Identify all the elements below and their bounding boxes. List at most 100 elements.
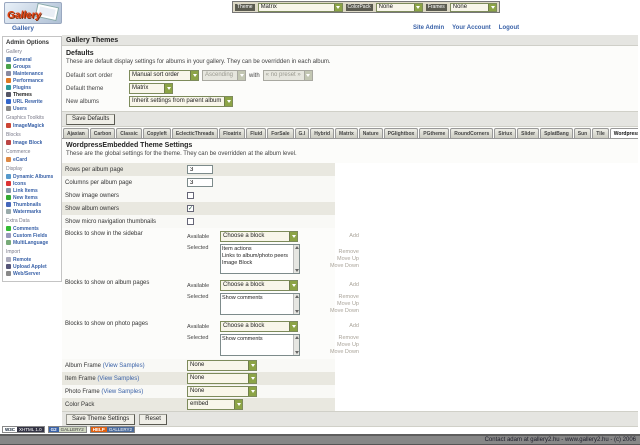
gallery-logo[interactable]: Gallery: [4, 2, 62, 24]
sidebar-item-ecard[interactable]: eCard: [6, 156, 59, 163]
tab-splatbang[interactable]: SplatBang: [540, 128, 573, 138]
dropdown-arrow-icon[interactable]: [164, 84, 172, 93]
album-frame-view-samples-link[interactable]: (View Samples): [102, 362, 145, 369]
tab-classic[interactable]: Classic: [116, 128, 142, 138]
dropdown-arrow-icon[interactable]: [289, 232, 297, 241]
dropdown-arrow-icon[interactable]: [248, 387, 256, 396]
move-up-action[interactable]: Move Up: [336, 300, 359, 307]
blocks-photo-available-select[interactable]: Choose a block: [220, 321, 298, 332]
tab-wordpressembedded[interactable]: WordpressEmbedded: [609, 128, 638, 138]
show-micro-navigation-checkbox[interactable]: [187, 218, 194, 225]
move-down-action[interactable]: Move Down: [329, 262, 359, 269]
your-account-link[interactable]: Your Account: [452, 25, 491, 31]
scroll-down-icon[interactable]: [294, 269, 299, 272]
list-item[interactable]: Image Block: [222, 260, 253, 266]
w3c-xhtml-badge[interactable]: W3C XHTML 1.0: [2, 426, 45, 433]
tab-slider[interactable]: Slider: [517, 128, 540, 138]
sidebar-item-new-items[interactable]: New Items: [6, 194, 59, 201]
sidebar-item-web-server[interactable]: Web/Server: [6, 270, 59, 277]
tab-nature[interactable]: Nature: [358, 128, 383, 138]
tab-carbon[interactable]: Carbon: [89, 128, 116, 138]
sort-order-select[interactable]: Manual sort order: [129, 70, 199, 81]
color-pack-select[interactable]: embed: [187, 399, 243, 410]
remove-action[interactable]: Remove: [338, 293, 359, 300]
dropdown-arrow-icon[interactable]: [333, 3, 342, 11]
colorpack-select[interactable]: None: [375, 2, 423, 12]
sidebar-item-users[interactable]: Users: [6, 105, 59, 112]
list-scrollbar[interactable]: [293, 245, 299, 273]
sidebar-item-thumbnails[interactable]: Thumbnails: [6, 201, 59, 208]
theme-select[interactable]: Matrix: [257, 2, 343, 12]
tab-siriux[interactable]: Siriux: [494, 128, 517, 138]
save-theme-settings-button[interactable]: Save Theme Settings: [66, 413, 136, 425]
rows-per-album-page-input[interactable]: [187, 165, 213, 174]
dropdown-arrow-icon[interactable]: [289, 322, 297, 331]
sidebar-item-image-block[interactable]: Image Block: [6, 139, 59, 146]
scroll-down-icon[interactable]: [294, 351, 299, 354]
reset-button[interactable]: Reset: [139, 413, 167, 425]
item-frame-view-samples-link[interactable]: (View Samples): [97, 375, 140, 382]
dropdown-arrow-icon[interactable]: [224, 97, 232, 106]
sidebar-item-maintenance[interactable]: Maintenance: [6, 70, 59, 77]
tab-fluid[interactable]: Fluid: [246, 128, 267, 138]
move-up-action[interactable]: Move Up: [336, 255, 359, 262]
sidebar-item-remote[interactable]: Remote: [6, 256, 59, 263]
sidebar-item-plugins[interactable]: Plugins: [6, 84, 59, 91]
list-scrollbar[interactable]: [293, 294, 299, 314]
columns-per-album-page-input[interactable]: [187, 178, 213, 187]
tab-hybrid[interactable]: Hybrid: [310, 128, 335, 138]
dropdown-arrow-icon[interactable]: [488, 3, 496, 11]
sidebar-item-general[interactable]: General: [6, 56, 59, 63]
sidebar-item-watermarks[interactable]: Watermarks: [6, 208, 59, 215]
scroll-up-icon[interactable]: [294, 246, 299, 249]
tab-floatrix[interactable]: Floatrix: [219, 128, 246, 138]
site-admin-link[interactable]: Site Admin: [413, 25, 445, 31]
breadcrumb-gallery-link[interactable]: Gallery: [12, 25, 35, 32]
save-defaults-button[interactable]: Save Defaults: [66, 113, 116, 125]
photo-frame-view-samples-link[interactable]: (View Samples): [101, 388, 144, 395]
tab-forsale[interactable]: ForSale: [267, 128, 294, 138]
frames-select[interactable]: None: [449, 2, 497, 12]
dropdown-arrow-icon[interactable]: [248, 374, 256, 383]
blocks-sidebar-selected-list[interactable]: Item actions Links to album/photo peers …: [220, 244, 300, 274]
tab-ajaxian[interactable]: Ajaxian: [63, 128, 89, 138]
dropdown-arrow-icon[interactable]: [289, 281, 297, 290]
dropdown-arrow-icon[interactable]: [248, 361, 256, 370]
sidebar-item-themes[interactable]: Themes: [6, 91, 59, 98]
scroll-down-icon[interactable]: [294, 310, 299, 313]
default-theme-select[interactable]: Matrix: [129, 83, 173, 94]
blocks-album-available-select[interactable]: Choose a block: [220, 280, 298, 291]
move-down-action[interactable]: Move Down: [329, 307, 359, 314]
sidebar-item-multilanguage[interactable]: MultiLanguage: [6, 239, 59, 246]
photo-frame-select[interactable]: None: [187, 386, 257, 397]
sidebar-item-dynamic-albums[interactable]: Dynamic Albums: [6, 173, 59, 180]
help-gallery2-badge[interactable]: HELP GALLERY2: [89, 426, 135, 433]
sidebar-item-icons[interactable]: Icons: [6, 180, 59, 187]
list-scrollbar[interactable]: [293, 335, 299, 355]
move-up-action[interactable]: Move Up: [336, 341, 359, 348]
new-albums-select[interactable]: Inherit settings from parent album: [129, 96, 233, 107]
tab-roundcorners[interactable]: RoundCorners: [450, 128, 494, 138]
list-item[interactable]: Item actions: [222, 246, 252, 252]
sidebar-item-link-items[interactable]: Link Items: [6, 187, 59, 194]
scroll-up-icon[interactable]: [294, 336, 299, 339]
scroll-up-icon[interactable]: [294, 295, 299, 298]
sidebar-item-performance[interactable]: Performance: [6, 77, 59, 84]
remove-action[interactable]: Remove: [338, 334, 359, 341]
add-action[interactable]: Add: [349, 233, 359, 239]
item-frame-select[interactable]: None: [187, 373, 257, 384]
logout-link[interactable]: Logout: [498, 25, 520, 31]
show-image-owners-checkbox[interactable]: [187, 192, 194, 199]
list-item[interactable]: Links to album/photo peers: [222, 253, 289, 259]
tab-gi[interactable]: G.I: [294, 128, 310, 138]
dropdown-arrow-icon[interactable]: [234, 400, 242, 409]
sidebar-item-comments[interactable]: Comments: [6, 225, 59, 232]
tab-matrix[interactable]: Matrix: [335, 128, 358, 138]
sidebar-item-groups[interactable]: Groups: [6, 63, 59, 70]
tab-sun[interactable]: Sun: [573, 128, 592, 138]
list-item[interactable]: Show comments: [222, 336, 263, 342]
blocks-sidebar-available-select[interactable]: Choose a block: [220, 231, 298, 242]
add-action[interactable]: Add: [349, 282, 359, 288]
sidebar-item-imagemagick[interactable]: ImageMagick: [6, 122, 59, 129]
album-frame-select[interactable]: None: [187, 360, 257, 371]
